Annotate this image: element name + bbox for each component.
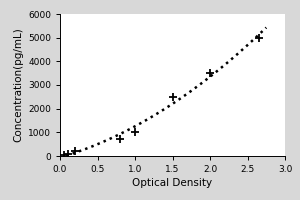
- X-axis label: Optical Density: Optical Density: [132, 178, 213, 188]
- Y-axis label: Concentration(pg/mL): Concentration(pg/mL): [14, 28, 24, 142]
